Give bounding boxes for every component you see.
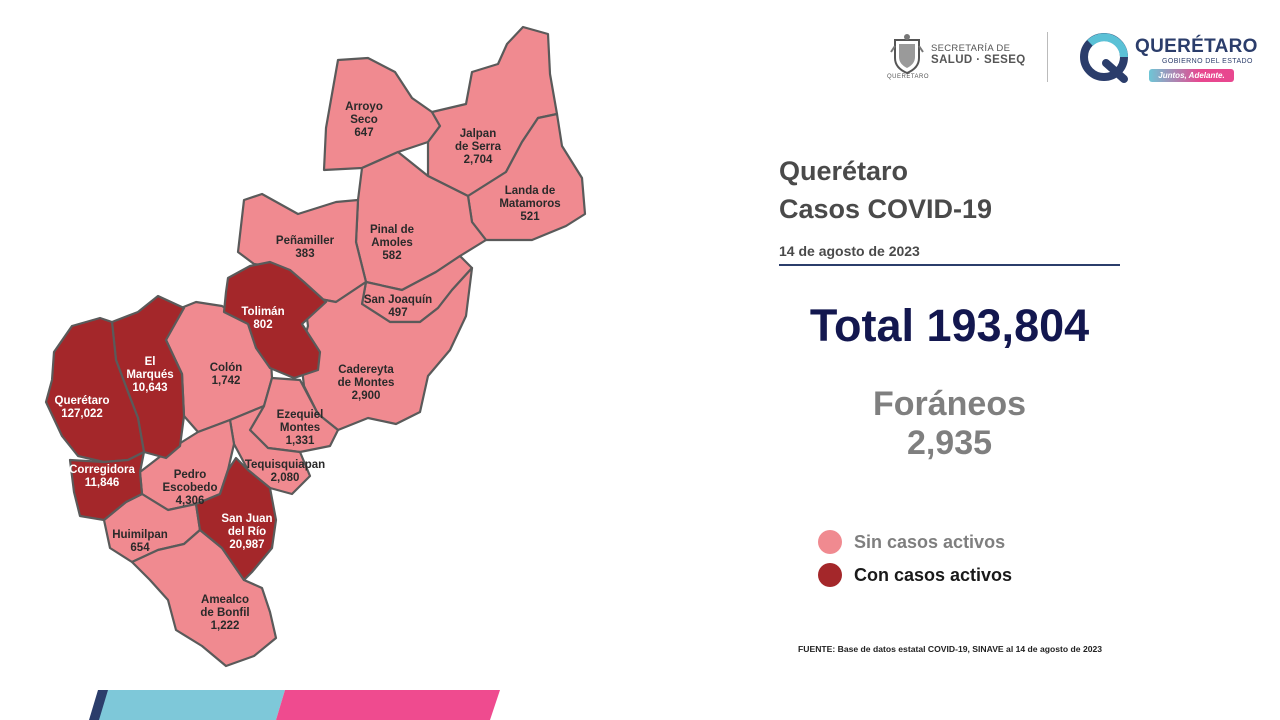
label-tequisquiapan-cases: 2,080 (271, 472, 300, 484)
slogan-badge: Juntos, Adelante. (1149, 69, 1234, 82)
legend-label-inactive: Sin casos activos (854, 532, 1006, 552)
label-huimilpan-name1: Huimilpan (112, 529, 168, 541)
label-pinal-name1: Pinal de (370, 224, 414, 236)
label-san-joaquin: San Joaquín 497 (364, 294, 432, 319)
queretaro-municipalities-map: Arroyo Seco 647 Jalpan de Serra 2,704 Landa … (44, 25, 587, 668)
legend-swatch-inactive (818, 530, 842, 554)
legend-label-active: Con casos activos (854, 565, 1013, 585)
title-line1: Querétaro (779, 156, 909, 186)
label-jalpan-name2: de Serra (455, 141, 502, 153)
label-ezequiel-montes: Ezequiel Montes 1,331 (277, 409, 324, 447)
label-arroyo-seco-name2: Seco (350, 114, 378, 126)
label-pedro-escobedo-name1: Pedro (174, 469, 207, 481)
label-colon-name1: Colón (210, 362, 243, 374)
foraneos-value: 2,935 (906, 424, 993, 462)
label-jalpan-name1: Jalpan (460, 128, 496, 140)
label-queretaro-cases: 127,022 (61, 408, 103, 420)
secretaria-line1: SECRETARÍA DE (931, 43, 1011, 54)
label-pinal-name2: Amoles (371, 237, 413, 249)
label-arroyo-seco-cases: 647 (354, 127, 373, 139)
label-toliman: Tolimán 802 (241, 306, 284, 331)
label-landa-cases: 521 (520, 211, 540, 223)
label-ezequiel-name2: Montes (280, 422, 320, 434)
queretaro-q-icon (1080, 33, 1128, 83)
label-colon-cases: 1,742 (212, 375, 241, 387)
label-colon: Colón 1,742 (210, 362, 243, 387)
queretaro-government-logo: QUERÉTARO GOBIERNO DEL ESTADO Juntos, Ad… (1080, 31, 1258, 89)
label-penamiller: Peñamiller 383 (276, 235, 335, 260)
label-el-marques-cases: 10,643 (132, 382, 167, 394)
label-arroyo-seco: Arroyo Seco 647 (345, 101, 383, 139)
label-el-marques-name2: Marqués (126, 369, 173, 381)
label-toliman-name1: Tolimán (241, 306, 284, 318)
label-el-marques: El Marqués 10,643 (126, 356, 173, 394)
label-tequisquiapan: Tequisquiapan 2,080 (245, 459, 325, 484)
state-name: QUERÉTARO (1135, 36, 1258, 57)
label-cadereyta-cases: 2,900 (352, 390, 381, 402)
label-san-joaquin-name1: San Joaquín (364, 294, 432, 306)
label-ezequiel-cases: 1,331 (286, 435, 315, 447)
region-toliman[interactable] (222, 260, 328, 380)
label-landa-name1: Landa de (505, 185, 555, 197)
region-arroyo-seco[interactable] (322, 56, 442, 172)
label-huimilpan-cases: 654 (130, 542, 150, 554)
label-arroyo-seco-name1: Arroyo (345, 101, 383, 113)
label-pedro-escobedo-name2: Escobedo (163, 482, 218, 494)
label-cadereyta-name2: de Montes (338, 377, 395, 389)
date-underline (779, 264, 1120, 266)
label-jalpan-cases: 2,704 (464, 154, 493, 166)
legend-swatch-active (818, 563, 842, 587)
label-amealco-de-bonfil: Amealco de Bonfil 1,222 (200, 594, 249, 632)
region-tequisquiapan[interactable] (228, 404, 312, 496)
header-logos: SECRETARÍA DE SALUD · SESEQ QUERÉTARO QU… (885, 30, 1258, 90)
logo-divider (1047, 32, 1048, 82)
secretaria-salud-logo: SECRETARÍA DE SALUD · SESEQ QUERÉTARO (885, 30, 1035, 88)
label-jalpan-de-serra: Jalpan de Serra 2,704 (455, 128, 502, 166)
foreign-cases: Foráneos 2,935 (779, 385, 1120, 463)
region-corregidora[interactable] (68, 450, 146, 522)
label-san-joaquin-cases: 497 (388, 307, 407, 319)
label-queretaro: Querétaro 127,022 (55, 395, 110, 420)
label-san-juan-del-rio: San Juan del Río 20,987 (221, 513, 272, 551)
label-landa-name2: Matamoros (499, 198, 560, 210)
secretaria-line2: SALUD · SESEQ (931, 54, 1026, 66)
label-pinal-de-amoles: Pinal de Amoles 582 (370, 224, 414, 262)
label-corregidora-name1: Corregidora (69, 464, 135, 476)
state-seal-icon (890, 34, 924, 75)
label-penamiller-cases: 383 (295, 248, 314, 260)
label-huimilpan: Huimilpan 654 (112, 529, 168, 554)
region-amealco-de-bonfil[interactable] (130, 528, 278, 668)
label-landa-de-matamoros: Landa de Matamoros 521 (499, 185, 560, 223)
source-note: FUENTE: Base de datos estatal COVID-19, … (798, 644, 1103, 654)
label-toliman-cases: 802 (253, 319, 272, 331)
label-queretaro-name1: Querétaro (55, 395, 110, 407)
label-pinal-cases: 582 (382, 250, 401, 262)
label-san-juan-name1: San Juan (221, 513, 272, 525)
label-corregidora: Corregidora 11,846 (69, 464, 135, 489)
footer-color-band (89, 690, 500, 720)
label-cadereyta-name1: Cadereyta (338, 364, 394, 376)
report-date: 14 de agosto de 2023 (779, 243, 920, 259)
label-pedro-escobedo-cases: 4,306 (176, 495, 205, 507)
label-amealco-name1: Amealco (201, 594, 249, 606)
foraneos-label: Foráneos (872, 385, 1027, 423)
label-amealco-cases: 1,222 (211, 620, 240, 632)
page-title: Querétaro Casos COVID-19 (779, 152, 992, 228)
secretaria-line3: QUERÉTARO (887, 74, 930, 80)
slogan-text: Juntos, Adelante. (1158, 71, 1225, 80)
label-pedro-escobedo: Pedro Escobedo 4,306 (163, 469, 218, 507)
region-san-juan-del-rio[interactable] (194, 456, 278, 582)
label-el-marques-name1: El (145, 356, 156, 368)
label-ezequiel-name1: Ezequiel (277, 409, 324, 421)
label-tequisquiapan-name1: Tequisquiapan (245, 459, 325, 471)
title-line2: Casos COVID-19 (779, 194, 993, 224)
label-amealco-name2: de Bonfil (200, 607, 249, 619)
label-cadereyta-de-montes: Cadereyta de Montes 2,900 (338, 364, 395, 402)
label-penamiller-name1: Peñamiller (276, 235, 335, 247)
label-san-juan-name2: del Río (228, 526, 266, 538)
label-san-juan-cases: 20,987 (229, 539, 264, 551)
state-subtitle: GOBIERNO DEL ESTADO (1162, 58, 1253, 65)
total-cases: Total 193,804 (809, 300, 1090, 351)
label-corregidora-cases: 11,846 (85, 477, 120, 489)
